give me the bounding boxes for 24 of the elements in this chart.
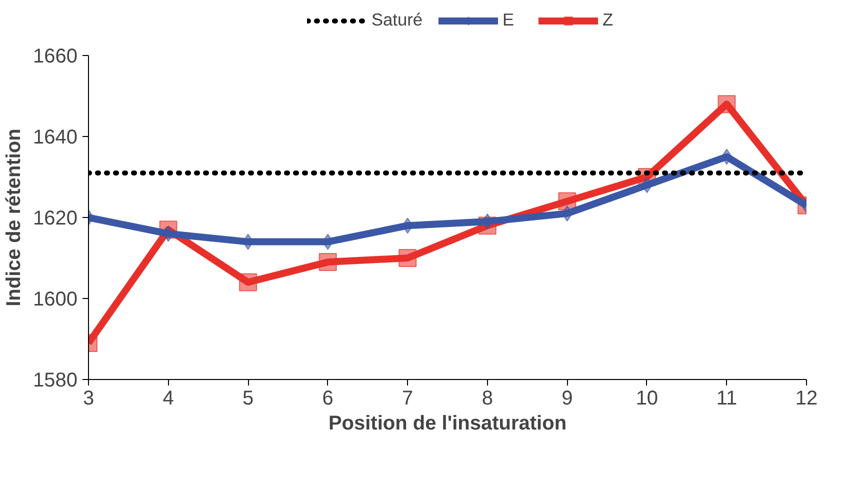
x-tick-label: 12 bbox=[795, 388, 818, 410]
y-tick-label: 1580 bbox=[33, 370, 78, 392]
x-tick-label: 7 bbox=[402, 388, 414, 410]
x-axis-title: Position de l'insaturation bbox=[328, 412, 567, 434]
x-tick-label: 11 bbox=[716, 388, 738, 410]
point bbox=[398, 249, 417, 267]
x-tick-label: 8 bbox=[482, 388, 493, 410]
x-tick-label: 5 bbox=[242, 388, 254, 410]
y-axis-title: Indice de rétention bbox=[3, 128, 26, 306]
point bbox=[718, 95, 736, 114]
legend-label: E bbox=[502, 10, 516, 30]
point bbox=[239, 273, 258, 292]
point bbox=[318, 253, 337, 272]
y-tick-label: 1640 bbox=[33, 126, 78, 148]
legend-label: Saturé bbox=[371, 10, 423, 30]
legend-label: Z bbox=[602, 10, 614, 30]
x-tick-label: 9 bbox=[562, 388, 573, 410]
x-tick-label: 10 bbox=[636, 388, 658, 410]
y-tick-label: 1600 bbox=[33, 288, 78, 310]
x-tick-label: 3 bbox=[82, 388, 94, 410]
y-tick-label: 1660 bbox=[33, 46, 78, 68]
x-tick-label: 4 bbox=[162, 388, 174, 410]
x-tick-label: 6 bbox=[322, 388, 334, 410]
y-tick-label: 1620 bbox=[33, 208, 78, 230]
